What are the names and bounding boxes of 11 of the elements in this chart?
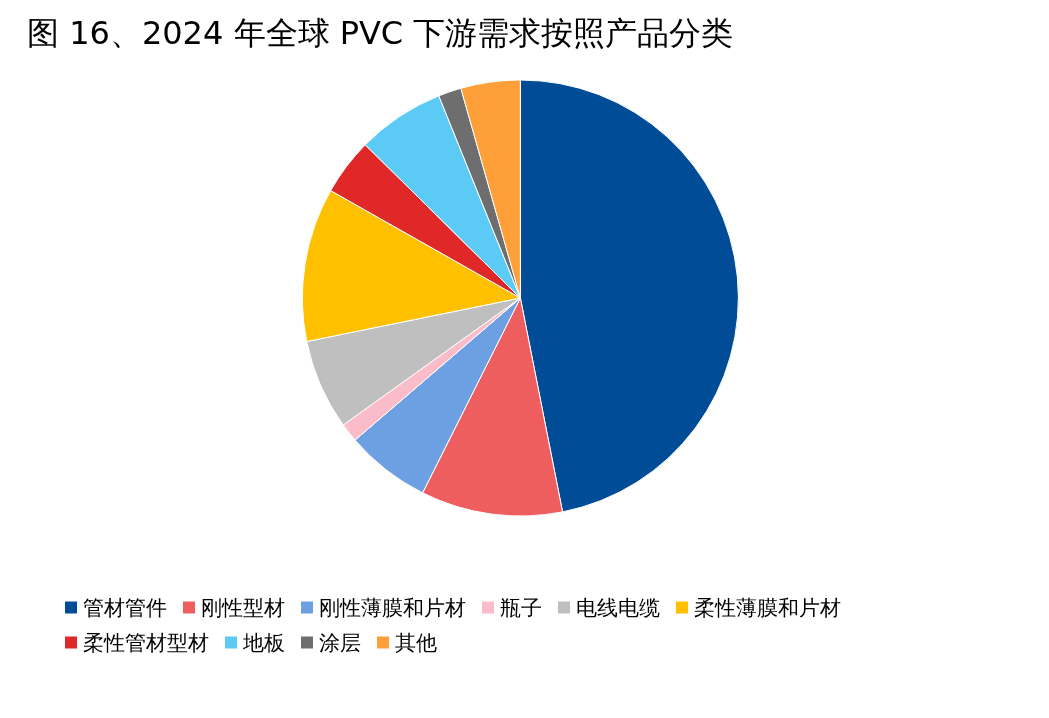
legend-label: 柔性管材型材	[83, 630, 209, 655]
legend-label: 刚性薄膜和片材	[319, 595, 466, 620]
legend-label: 地板	[242, 630, 285, 655]
chart-title: 图 16、2024 年全球 PVC 下游需求按照产品分类	[27, 14, 734, 52]
legend-label: 刚性型材	[201, 595, 285, 620]
legend-label: 电线电缆	[576, 595, 660, 620]
legend-label: 涂层	[319, 630, 361, 655]
legend-label: 其他	[395, 630, 437, 655]
legend-label: 管材管件	[83, 595, 167, 620]
legend-label: 柔性薄膜和片材	[694, 595, 841, 620]
legend-label: 瓶子	[500, 595, 542, 620]
